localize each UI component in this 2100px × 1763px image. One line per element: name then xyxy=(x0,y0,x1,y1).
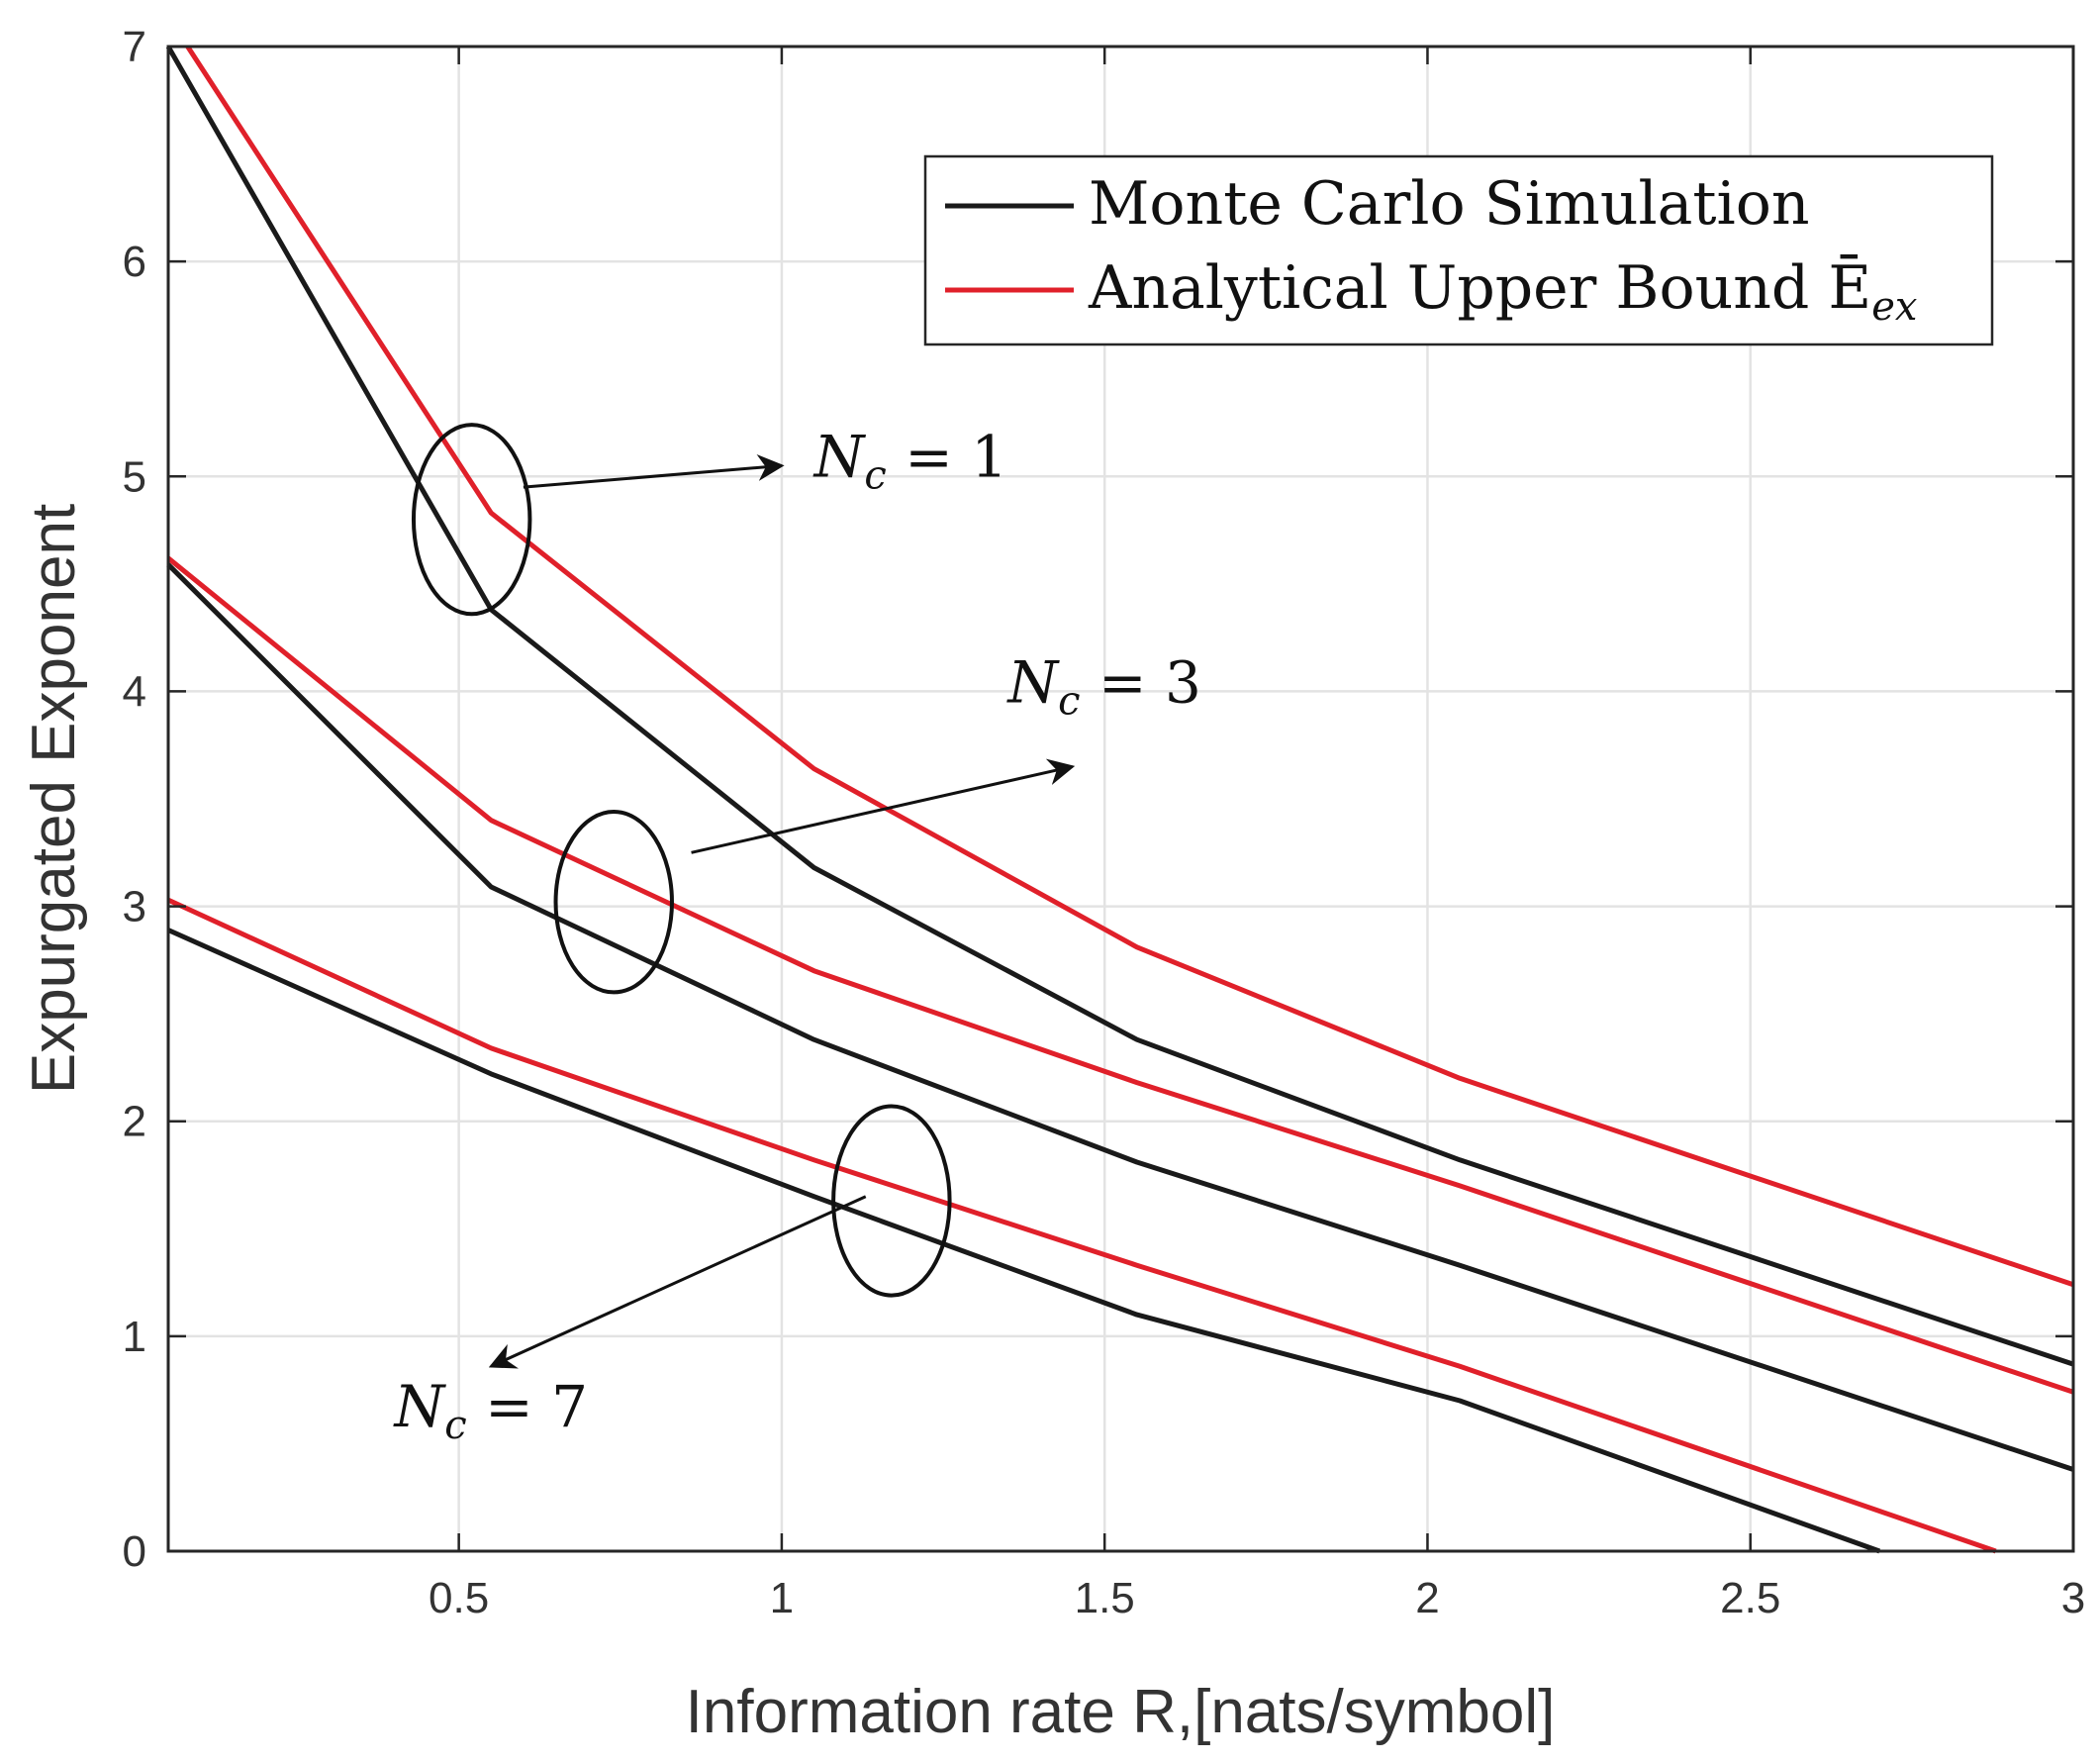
annotation-label-sub: c xyxy=(444,1403,466,1448)
series-line-3: Analytical Upper Bound (Nc=3) xyxy=(166,555,2074,1395)
series-layer: Monte Carlo Simulation (Nc=1)Analytical … xyxy=(165,45,2074,1554)
x-tick-label: 2.5 xyxy=(1720,1574,1780,1622)
annotation-arrow-nc3 xyxy=(691,758,1076,854)
x-axis-label: Information rate R,[nats/symbol] xyxy=(686,1678,1556,1746)
y-tick-label: 0 xyxy=(123,1527,146,1576)
annotation-label-base: N xyxy=(393,1373,447,1440)
annotation-label-base: N xyxy=(1005,648,1060,716)
x-tick-label: 3 xyxy=(2061,1574,2085,1622)
legend-label-analytical-sub: ex xyxy=(1871,284,1917,330)
annotation-label-nc1: Nc = 1 xyxy=(812,423,1008,498)
annotation-label-nc3: Nc = 3 xyxy=(1005,648,1201,724)
x-tick-label: 1 xyxy=(770,1574,794,1622)
annotation-ellipse-nc7 xyxy=(831,1104,952,1298)
y-tick-label: 1 xyxy=(123,1313,146,1361)
annotation-label-sub: c xyxy=(1058,678,1080,724)
legend: Monte Carlo Simulation Analytical Upper … xyxy=(923,154,1994,346)
y-tick-label: 3 xyxy=(123,883,146,931)
annotations: Nc = 1Nc = 3Nc = 7 xyxy=(393,423,1201,1448)
annotation-arrow-nc7 xyxy=(488,1195,867,1369)
x-tick-label: 0.5 xyxy=(429,1574,489,1622)
legend-box xyxy=(923,154,1994,346)
series-line-0: Monte Carlo Simulation (Nc=1) xyxy=(165,45,2074,1367)
annotation-arrow-nc1 xyxy=(523,453,785,489)
series-line-5: Analytical Upper Bound (Nc=7) xyxy=(166,897,1997,1554)
x-tick-label: 1.5 xyxy=(1075,1574,1135,1622)
legend-label-analytical: Analytical Upper Bound Ēex xyxy=(1088,253,1917,330)
annotation-label-base: N xyxy=(812,423,867,490)
y-axis-label: Expurgated Exponent xyxy=(20,504,88,1094)
annotation-label-rest: = 7 xyxy=(467,1373,588,1440)
annotation-label-rest: = 1 xyxy=(887,423,1007,490)
annotation-label-sub: c xyxy=(864,452,886,498)
legend-label-monte-carlo: Monte Carlo Simulation xyxy=(1089,169,1810,239)
series-line-2: Monte Carlo Simulation (Nc=3) xyxy=(166,562,2074,1472)
annotation-label-nc7: Nc = 7 xyxy=(393,1373,589,1448)
y-tick-label: 4 xyxy=(123,667,146,716)
series-line-1: Analytical Upper Bound (Nc=1) xyxy=(185,45,2074,1288)
annotation-label-rest: = 3 xyxy=(1081,648,1201,716)
y-tick-label: 6 xyxy=(123,238,146,286)
x-tick-label: 2 xyxy=(1415,1574,1439,1622)
y-tick-label: 2 xyxy=(123,1098,146,1146)
plot-frame xyxy=(166,45,2075,1553)
annotation-ellipse-nc1 xyxy=(411,423,532,617)
y-tick-label: 7 xyxy=(123,23,146,71)
annotation-ellipse-nc3 xyxy=(553,810,674,995)
y-tick-label: 5 xyxy=(123,452,146,501)
ticks: 0.5 1 1.5 2 2.5 3 0 1 2 3 4 5 6 7 xyxy=(123,23,2086,1622)
series-line-4: Monte Carlo Simulation (Nc=7) xyxy=(166,928,1881,1554)
legend-label-analytical-main: Analytical Upper Bound Ē xyxy=(1088,253,1871,323)
